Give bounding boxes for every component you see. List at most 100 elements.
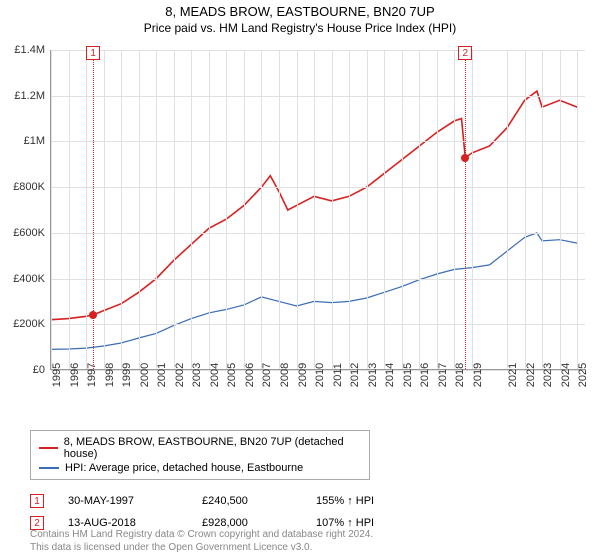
x-axis-label: 2023 [542,363,554,387]
y-gridline [51,96,585,97]
tx-price: £240,500 [202,495,292,507]
x-gridline [279,50,280,369]
x-gridline [349,50,350,369]
x-axis-label: 2002 [174,363,186,387]
footer-line1: Contains HM Land Registry data © Crown c… [30,528,373,541]
title-address: 8, MEADS BROW, EASTBOURNE, BN20 7UP [0,4,600,19]
x-axis-label: 2004 [209,363,221,387]
x-axis-label: 2013 [367,363,379,387]
tx-marker: 1 [30,494,44,508]
y-axis-label: £600K [13,227,45,239]
legend-label-hpi: HPI: Average price, detached house, East… [65,462,303,474]
y-axis-label: £1.2M [14,90,45,102]
x-gridline [332,50,333,369]
x-axis-label: 2001 [156,363,168,387]
price-chart: £0£200K£400K£600K£800K£1M£1.2M£1.4M19951… [50,50,585,370]
y-axis-label: £1.4M [14,44,45,56]
x-axis-label: 2014 [384,363,396,387]
x-axis-label: 2024 [560,363,572,387]
x-gridline [191,50,192,369]
legend-row-property: 8, MEADS BROW, EASTBOURNE, BN20 7UP (det… [39,435,361,461]
marker-box: 2 [458,46,472,60]
x-gridline [454,50,455,369]
x-axis-label: 2015 [402,363,414,387]
x-axis-label: 2011 [332,363,344,387]
x-gridline [560,50,561,369]
x-gridline [139,50,140,369]
plot-area: £0£200K£400K£600K£800K£1M£1.2M£1.4M19951… [50,50,585,370]
legend: 8, MEADS BROW, EASTBOURNE, BN20 7UP (det… [30,430,570,534]
y-gridline [51,50,585,51]
x-axis-label: 2003 [191,363,203,387]
tx-pct: 155% ↑ HPI [316,495,374,507]
x-axis-label: 1999 [121,363,133,387]
tx-date: 30-MAY-1997 [68,495,178,507]
x-axis-label: 2022 [525,363,537,387]
x-axis-label: 1998 [104,363,116,387]
marker-line [465,50,466,369]
marker-box: 1 [86,46,100,60]
x-gridline [297,50,298,369]
y-gridline [51,279,585,280]
legend-label-property: 8, MEADS BROW, EASTBOURNE, BN20 7UP (det… [64,436,361,460]
x-gridline [507,50,508,369]
x-axis-label: 2010 [314,363,326,387]
x-gridline [244,50,245,369]
x-axis-label: 2008 [279,363,291,387]
x-gridline [525,50,526,369]
legend-swatch-property [39,447,58,449]
y-gridline [51,233,585,234]
x-gridline [86,50,87,369]
y-axis-label: £0 [33,364,45,376]
x-gridline [69,50,70,369]
legend-swatch-hpi [39,467,59,469]
x-axis-label: 2007 [261,363,273,387]
x-gridline [577,50,578,369]
y-gridline [51,187,585,188]
y-axis-label: £400K [13,273,45,285]
x-axis-label: 2019 [472,363,484,387]
x-gridline [437,50,438,369]
x-gridline [226,50,227,369]
x-gridline [384,50,385,369]
x-axis-label: 2012 [349,363,361,387]
x-gridline [367,50,368,369]
marker-dot [461,154,469,162]
x-gridline [104,50,105,369]
y-gridline [51,324,585,325]
title-subtitle: Price paid vs. HM Land Registry's House … [0,21,600,35]
footer: Contains HM Land Registry data © Crown c… [30,528,373,554]
x-axis-label: 1997 [86,363,98,387]
x-axis-label: 2009 [297,363,309,387]
x-gridline [542,50,543,369]
footer-line2: This data is licensed under the Open Gov… [30,541,373,554]
x-axis-label: 2017 [437,363,449,387]
x-gridline [472,50,473,369]
x-axis-label: 1995 [51,363,63,387]
x-gridline [51,50,52,369]
y-axis-label: £800K [13,181,45,193]
x-gridline [156,50,157,369]
x-gridline [402,50,403,369]
x-axis-label: 2006 [244,363,256,387]
y-axis-label: £1M [24,135,45,147]
legend-box: 8, MEADS BROW, EASTBOURNE, BN20 7UP (det… [30,430,370,480]
legend-row-hpi: HPI: Average price, detached house, East… [39,461,361,475]
marker-dot [89,311,97,319]
x-gridline [261,50,262,369]
x-axis-label: 1996 [69,363,81,387]
x-gridline [209,50,210,369]
x-axis-label: 2016 [419,363,431,387]
x-gridline [174,50,175,369]
x-gridline [121,50,122,369]
x-axis-label: 2021 [507,363,519,387]
x-axis-label: 2000 [139,363,151,387]
y-gridline [51,141,585,142]
marker-line [93,50,94,369]
x-axis-label: 2025 [577,363,589,387]
chart-svg [51,50,586,370]
x-gridline [419,50,420,369]
x-axis-label: 2005 [226,363,238,387]
y-axis-label: £200K [13,318,45,330]
x-gridline [314,50,315,369]
